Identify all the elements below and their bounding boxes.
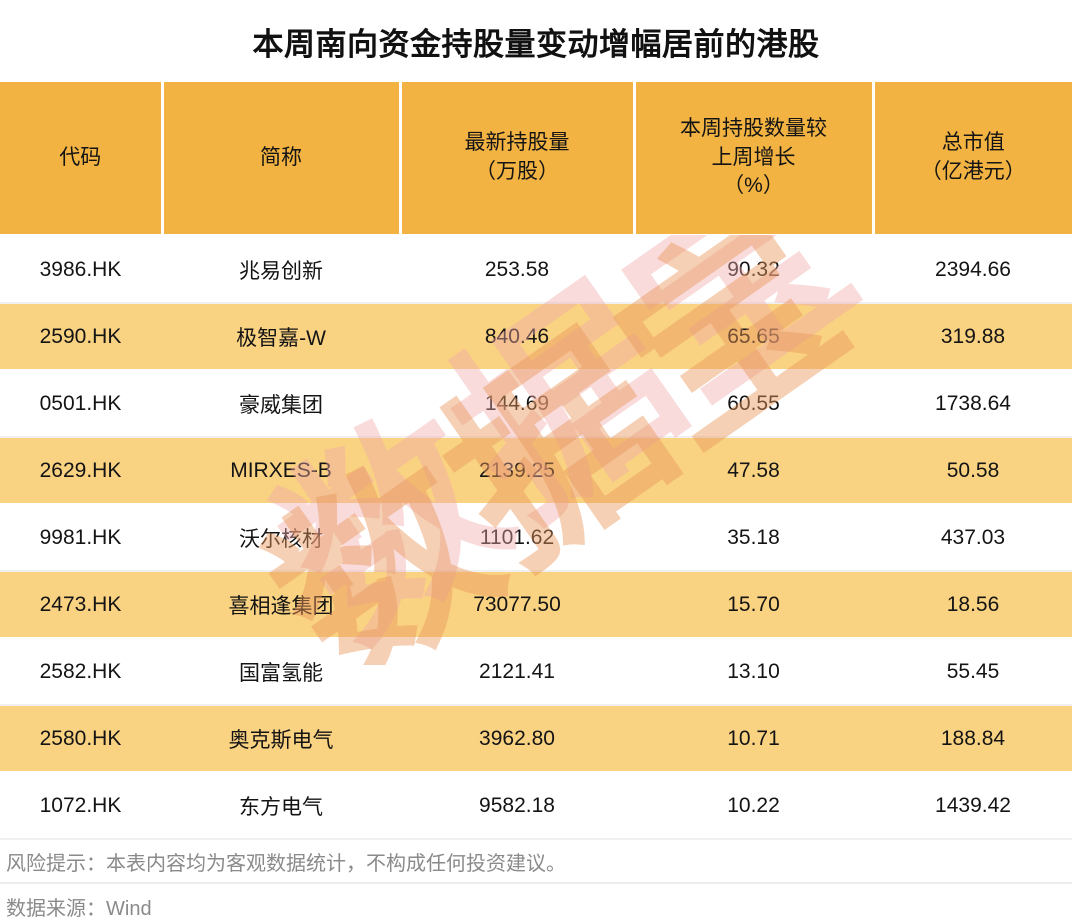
cell-name: 豪威集团 bbox=[162, 370, 401, 438]
header-line: （万股） bbox=[475, 160, 559, 183]
cell-market-cap: 319.88 bbox=[873, 303, 1072, 371]
cell-name: 奥克斯电气 bbox=[162, 705, 401, 773]
column-header-growth: 本周持股数量较 上周增长 （%） bbox=[634, 82, 875, 237]
cell-growth: 13.10 bbox=[634, 638, 874, 706]
data-source-text: 数据来源：Wind bbox=[6, 897, 152, 918]
cell-holdings: 2139.25 bbox=[400, 437, 635, 505]
cell-holdings: 3962.80 bbox=[400, 705, 635, 773]
table-row: 2580.HK 奥克斯电气 3962.80 10.71 188.84 bbox=[0, 705, 1072, 773]
table-row: 1072.HK 东方电气 9582.18 10.22 1439.42 bbox=[0, 772, 1072, 840]
cell-code: 3986.HK bbox=[0, 235, 163, 304]
cell-name: 沃尔核材 bbox=[162, 504, 401, 572]
cell-name: 兆易创新 bbox=[162, 235, 401, 304]
cell-growth: 90.32 bbox=[634, 235, 874, 304]
table-row: 2582.HK 国富氢能 2121.41 13.10 55.45 bbox=[0, 638, 1072, 706]
header-line: （%） bbox=[723, 174, 784, 198]
table-row: 9981.HK 沃尔核材 1101.62 35.18 437.03 bbox=[0, 504, 1072, 572]
cell-holdings: 73077.50 bbox=[400, 571, 635, 639]
header-line: 简称 bbox=[260, 145, 302, 169]
column-header-name: 简称 bbox=[162, 82, 402, 237]
cell-code: 1072.HK bbox=[0, 772, 163, 840]
cell-growth: 47.58 bbox=[634, 437, 874, 505]
table-container: 代码 简称 最新持股量 （万股） 本周持股数量较 上周增长 （%） bbox=[0, 82, 1072, 840]
cell-holdings: 253.58 bbox=[400, 235, 635, 304]
table-body: 3986.HK 兆易创新 253.58 90.32 2394.66 2590.H… bbox=[0, 235, 1072, 840]
cell-code: 2629.HK bbox=[0, 437, 163, 505]
cell-holdings: 2121.41 bbox=[400, 638, 635, 706]
header-line: 最新持股量 bbox=[464, 131, 570, 155]
cell-holdings: 1101.62 bbox=[400, 504, 635, 572]
column-header-code: 代码 bbox=[0, 82, 164, 237]
cell-growth: 10.71 bbox=[634, 705, 874, 773]
cell-growth: 10.22 bbox=[634, 772, 874, 840]
header-line: 本周持股数量较 bbox=[680, 116, 827, 140]
header-line: 代码 bbox=[59, 145, 102, 169]
cell-growth: 15.70 bbox=[634, 571, 874, 639]
cell-code: 2473.HK bbox=[0, 571, 163, 639]
cell-name: 国富氢能 bbox=[162, 638, 401, 706]
cell-code: 2582.HK bbox=[0, 638, 163, 706]
cell-market-cap: 437.03 bbox=[873, 504, 1072, 572]
cell-name: MIRXES-B bbox=[162, 437, 401, 505]
table-header: 代码 简称 最新持股量 （万股） 本周持股数量较 上周增长 （%） bbox=[0, 82, 1072, 237]
cell-growth: 60.55 bbox=[634, 370, 874, 438]
cell-market-cap: 2394.66 bbox=[873, 235, 1072, 304]
cell-market-cap: 1738.64 bbox=[873, 370, 1072, 438]
column-header-holdings: 最新持股量 （万股） bbox=[400, 82, 636, 237]
cell-growth: 35.18 bbox=[634, 504, 874, 572]
cell-name: 喜相逢集团 bbox=[162, 571, 401, 639]
data-source: 数据来源：Wind bbox=[0, 884, 1072, 918]
cell-code: 2580.HK bbox=[0, 705, 163, 773]
cell-market-cap: 1439.42 bbox=[873, 772, 1072, 840]
table-header-row: 代码 简称 最新持股量 （万股） 本周持股数量较 上周增长 （%） bbox=[0, 82, 1072, 237]
header-line: 上周增长 bbox=[711, 145, 796, 169]
cell-market-cap: 18.56 bbox=[873, 571, 1072, 639]
cell-market-cap: 50.58 bbox=[873, 437, 1072, 505]
cell-code: 9981.HK bbox=[0, 504, 163, 572]
risk-disclaimer-text: 风险提示：本表内容均为客观数据统计，不构成任何投资建议。 bbox=[6, 852, 566, 875]
table-row: 2473.HK 喜相逢集团 73077.50 15.70 18.56 bbox=[0, 571, 1072, 639]
column-header-market-cap: 总市值 （亿港元） bbox=[873, 82, 1072, 237]
cell-holdings: 840.46 bbox=[400, 303, 635, 371]
table-row: 0501.HK 豪威集团 144.69 60.55 1738.64 bbox=[0, 370, 1072, 438]
holdings-table: 代码 简称 最新持股量 （万股） 本周持股数量较 上周增长 （%） bbox=[0, 82, 1072, 840]
cell-market-cap: 55.45 bbox=[873, 638, 1072, 706]
cell-name: 东方电气 bbox=[162, 772, 401, 840]
cell-market-cap: 188.84 bbox=[873, 705, 1072, 773]
cell-holdings: 144.69 bbox=[400, 370, 635, 438]
table-row: 2629.HK MIRXES-B 2139.25 47.58 50.58 bbox=[0, 437, 1072, 505]
cell-growth: 65.65 bbox=[634, 303, 874, 371]
table-row: 3986.HK 兆易创新 253.58 90.32 2394.66 bbox=[0, 235, 1072, 304]
risk-disclaimer: 风险提示：本表内容均为客观数据统计，不构成任何投资建议。 bbox=[0, 840, 1072, 884]
header-line: 总市值 bbox=[941, 131, 1005, 155]
header-line: （亿港元） bbox=[920, 160, 1026, 183]
cell-name: 极智嘉-W bbox=[162, 303, 401, 371]
cell-code: 0501.HK bbox=[0, 370, 163, 438]
title-bar: 本周南向资金持股量变动增幅居前的港股 bbox=[0, 0, 1072, 82]
page-title: 本周南向资金持股量变动增幅居前的港股 bbox=[252, 26, 820, 62]
cell-code: 2590.HK bbox=[0, 303, 163, 371]
table-row: 2590.HK 极智嘉-W 840.46 65.65 319.88 bbox=[0, 303, 1072, 371]
cell-holdings: 9582.18 bbox=[400, 772, 635, 840]
